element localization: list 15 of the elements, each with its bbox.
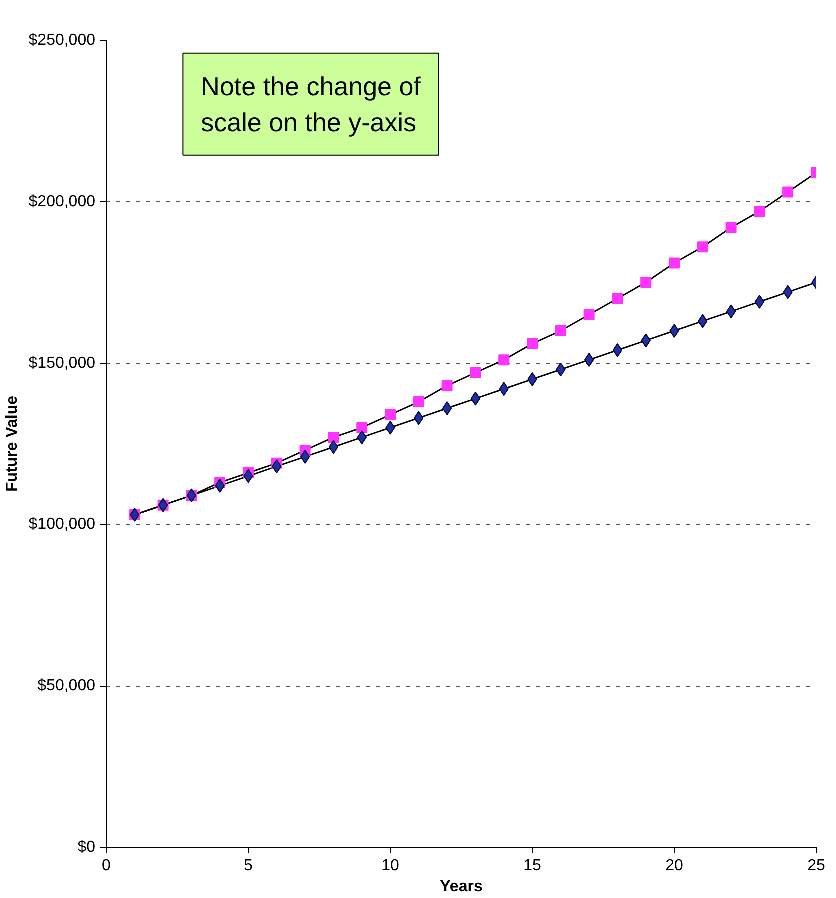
x-tick-label: 0 [102,858,112,874]
x-tick-label: 5 [244,858,254,874]
x-tick-label: 15 [524,858,542,874]
y-axis-title: Future Value [4,396,21,492]
x-axis-title: Years [440,878,483,896]
y-tick-label: $150,000 [28,354,96,372]
annotation: Note the change of scale on the y-axis [201,71,422,138]
y-tick-label: $200,000 [28,193,96,210]
y-tick-label: $50,000 [38,678,96,695]
y-tick-label: $100,000 [28,516,96,534]
x-tick-label: 10 [382,858,400,874]
x-tick-label: 20 [666,858,684,874]
x-tick-label: 25 [808,858,826,874]
y-tick-label: $250,000 [28,32,96,49]
y-tick-label: $0 [78,839,96,856]
